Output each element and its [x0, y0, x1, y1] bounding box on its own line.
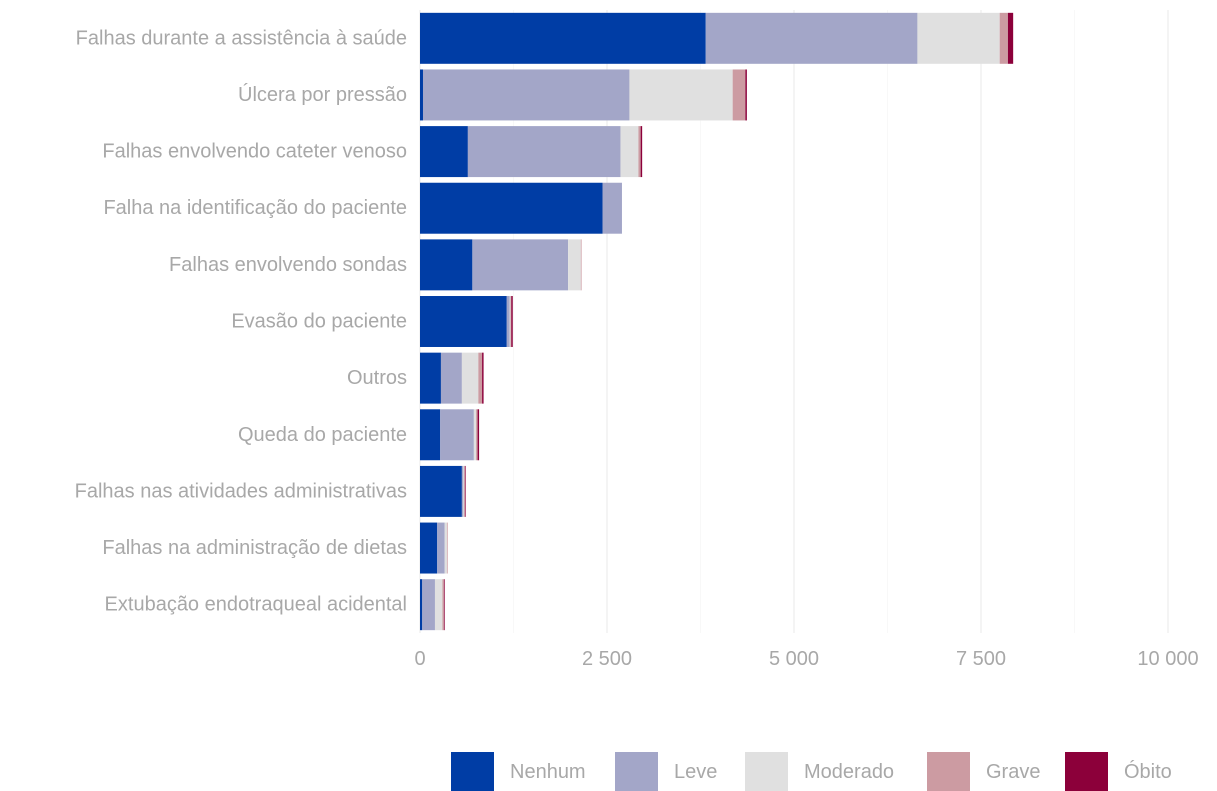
- bar-segment: [464, 465, 465, 517]
- bar-segment: [461, 352, 479, 404]
- bar-segment: [477, 409, 480, 461]
- legend-label: Moderado: [804, 761, 894, 783]
- bar-segment: [732, 69, 746, 121]
- x-tick-label: 10 000: [1137, 648, 1198, 670]
- bar-segment: [420, 126, 468, 178]
- bar-segment: [420, 69, 423, 121]
- legend: Nenhum Leve Moderado Grave Óbito: [451, 752, 1172, 791]
- category-label: Falhas envolvendo sondas: [169, 254, 407, 276]
- bar-segment: [434, 579, 443, 631]
- bar-segment: [478, 352, 483, 404]
- bar-segment: [568, 239, 581, 291]
- bar-segment: [482, 352, 484, 404]
- legend-label: Grave: [986, 761, 1040, 783]
- category-label: Úlcera por pressão: [238, 83, 407, 106]
- x-axis-tick-labels: 0 2 500 5 000 7 500 10 000: [414, 648, 1198, 670]
- bar-segment: [602, 182, 622, 234]
- bar-segment: [473, 409, 477, 461]
- category-label: Outros: [347, 367, 407, 389]
- bar-segment: [422, 579, 435, 631]
- category-labels: Falhas durante a assistência à saúde Úlce…: [75, 27, 407, 615]
- bar-segment: [420, 12, 706, 64]
- bar-segment: [467, 126, 621, 178]
- bar-segment: [1007, 12, 1014, 64]
- category-label: Queda do paciente: [238, 424, 407, 446]
- bar-segment: [511, 296, 513, 347]
- bar-segment: [461, 465, 464, 517]
- bar-segment: [443, 579, 445, 631]
- x-tick-label: 0: [414, 648, 425, 670]
- bar-segment: [420, 239, 473, 291]
- x-tick-label: 5 000: [769, 648, 819, 670]
- bar-segment: [620, 126, 639, 178]
- category-label: Evasão do paciente: [231, 311, 407, 333]
- bar-segment: [509, 296, 511, 347]
- bar-segment: [440, 352, 462, 404]
- bar-segment: [420, 409, 441, 461]
- bar-segment: [917, 12, 1000, 64]
- bar-segment: [506, 296, 510, 347]
- bar-segment: [420, 182, 603, 234]
- x-tick-label: 2 500: [582, 648, 632, 670]
- legend-label: Nenhum: [510, 761, 586, 783]
- bar-segment: [440, 409, 474, 461]
- x-tick-label: 7 500: [956, 648, 1006, 670]
- bar-segment: [442, 579, 444, 631]
- bar-segment: [510, 296, 512, 347]
- bar-segment: [745, 69, 747, 121]
- legend-label: Óbito: [1124, 760, 1172, 783]
- bar-segment: [464, 465, 466, 517]
- category-label: Falhas na administração de dietas: [102, 537, 407, 559]
- bar-segment: [629, 69, 733, 121]
- category-label: Extubação endotraqueal acidental: [105, 594, 407, 616]
- bar-segment: [476, 409, 478, 461]
- legend-swatch: [745, 752, 788, 791]
- bar-segment: [420, 579, 423, 631]
- bar-segment: [463, 465, 465, 517]
- category-label: Falhas envolvendo cateter venoso: [102, 141, 407, 163]
- bar-segment: [446, 522, 448, 574]
- legend-swatch: [615, 752, 658, 791]
- bar-segment: [420, 296, 507, 347]
- legend-swatch: [1065, 752, 1108, 791]
- category-label: Falha na identificação do paciente: [103, 197, 407, 219]
- bar-segment: [444, 522, 447, 574]
- bar-segment: [472, 239, 569, 291]
- bar-segment: [640, 126, 643, 178]
- legend-swatch: [927, 752, 970, 791]
- category-label: Falhas durante a assistência à saúde: [76, 27, 407, 49]
- bar-segment: [638, 126, 641, 178]
- bar-segment: [420, 465, 462, 517]
- legend-swatch: [451, 752, 494, 791]
- bars-layer: [420, 12, 1014, 631]
- bar-segment: [705, 12, 918, 64]
- category-label: Falhas nas atividades administrativas: [75, 480, 407, 502]
- bar-segment: [437, 522, 445, 574]
- bar-segment: [580, 239, 582, 291]
- bar-segment: [999, 12, 1008, 64]
- bar-segment: [420, 352, 441, 404]
- bar-segment: [422, 69, 630, 121]
- legend-label: Leve: [674, 761, 717, 783]
- bar-segment: [420, 522, 438, 574]
